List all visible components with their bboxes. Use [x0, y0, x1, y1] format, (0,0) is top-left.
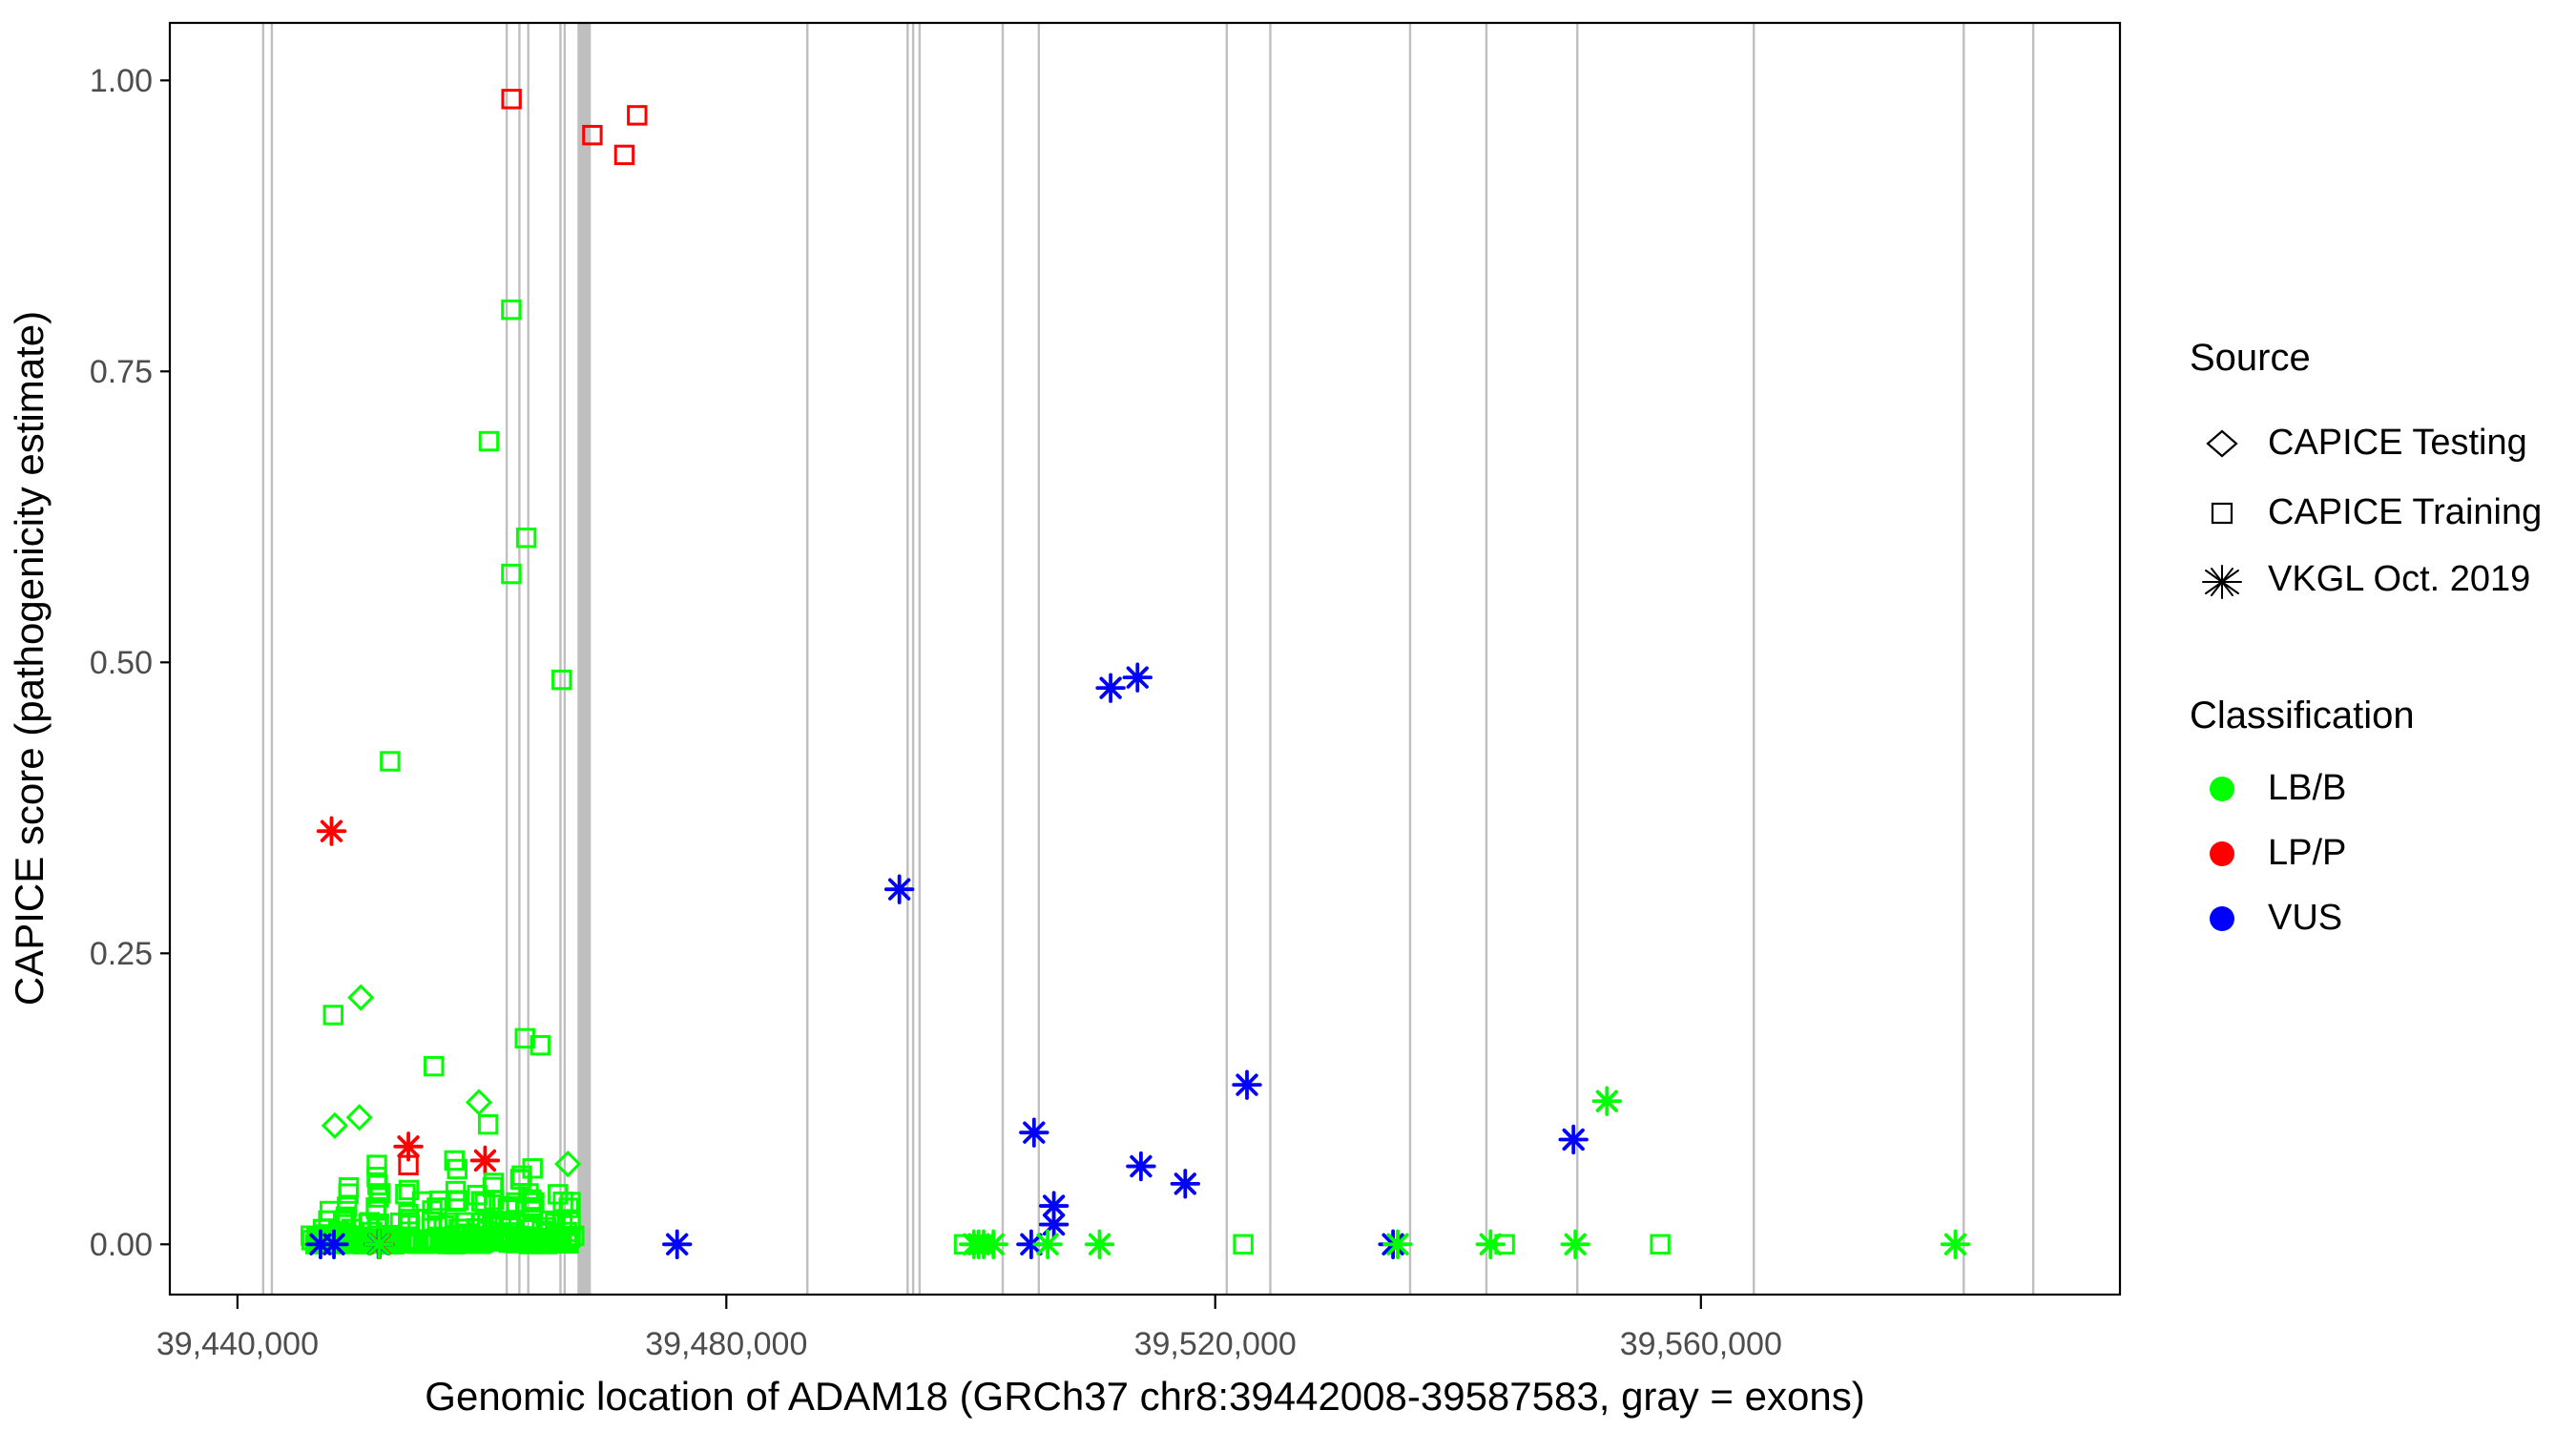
svg-text:LB/B: LB/B — [2268, 768, 2346, 808]
svg-text:39,520,000: 39,520,000 — [1134, 1326, 1297, 1362]
svg-text:Source: Source — [2190, 337, 2311, 379]
svg-text:39,480,000: 39,480,000 — [645, 1326, 807, 1362]
svg-text:0.25: 0.25 — [90, 936, 153, 972]
svg-text:1.00: 1.00 — [90, 63, 153, 99]
svg-text:VUS: VUS — [2268, 898, 2342, 938]
svg-text:VKGL Oct. 2019: VKGL Oct. 2019 — [2268, 559, 2530, 599]
svg-text:0.50: 0.50 — [90, 645, 153, 681]
svg-text:0.00: 0.00 — [90, 1227, 153, 1263]
svg-text:CAPICE Testing: CAPICE Testing — [2268, 423, 2527, 463]
svg-text:Genomic location of ADAM18 (GR: Genomic location of ADAM18 (GRCh37 chr8:… — [425, 1374, 1864, 1419]
svg-text:39,440,000: 39,440,000 — [156, 1326, 319, 1362]
svg-text:39,560,000: 39,560,000 — [1620, 1326, 1782, 1362]
svg-text:Classification: Classification — [2190, 695, 2415, 736]
svg-text:CAPICE Training: CAPICE Training — [2268, 492, 2542, 532]
svg-text:CAPICE score (pathogenicity es: CAPICE score (pathogenicity estimate) — [7, 311, 52, 1006]
svg-text:0.75: 0.75 — [90, 354, 153, 390]
svg-text:LP/P: LP/P — [2268, 833, 2346, 873]
